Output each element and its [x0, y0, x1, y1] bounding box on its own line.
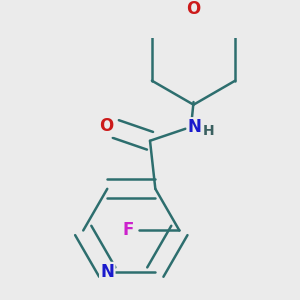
Text: O: O — [186, 0, 201, 18]
Text: O: O — [99, 117, 114, 135]
Text: N: N — [188, 118, 202, 136]
Text: H: H — [202, 124, 214, 138]
Text: F: F — [123, 221, 134, 239]
Text: N: N — [100, 263, 114, 281]
